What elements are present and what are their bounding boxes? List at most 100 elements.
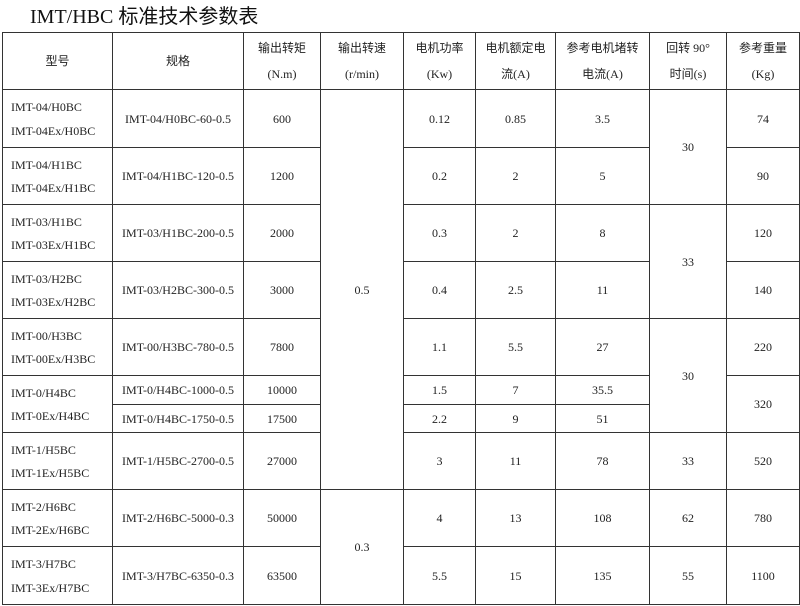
cell-time: 30	[649, 89, 727, 205]
cell-spec: IMT-1/H5BC-2700-0.5	[112, 432, 244, 490]
cell-time: 33	[649, 204, 727, 319]
cell-current: 2	[475, 147, 556, 205]
cell-power: 0.3	[403, 204, 476, 262]
model-name: IMT-2Ex/H6BC	[11, 522, 90, 537]
cell-spec: IMT-04/H0BC-60-0.5	[112, 89, 244, 148]
header-label: 电机额定电	[485, 41, 546, 55]
header-power: 电机功率 (Kw)	[403, 32, 476, 90]
model-name: IMT-04Ex/H0BC	[11, 123, 96, 138]
cell-current: 13	[475, 489, 556, 547]
header-row: 型号 规格 输出转矩 (N.m) 输出转速 (r/min) 电机功率 (Kw) 电机额定电 流(A…	[2, 32, 800, 90]
cell-model: IMT-00/H3BC IMT-00Ex/H3BC	[2, 318, 113, 376]
cell-power: 1.1	[403, 318, 476, 376]
cell-stall: 135	[555, 546, 650, 605]
cell-current: 7	[475, 375, 556, 405]
cell-torque: 27000	[243, 432, 321, 490]
cell-power: 1.5	[403, 375, 476, 405]
cell-model: IMT-2/H6BC IMT-2Ex/H6BC	[2, 489, 113, 547]
table-row: IMT-04/H1BC IMT-04Ex/H1BC IMT-04/H1BC-120-…	[2, 147, 800, 205]
model-name: IMT-1Ex/H5BC	[11, 465, 90, 480]
model-name: IMT-04/H0BC	[11, 99, 82, 114]
header-weight: 参考重量 (Kg)	[726, 32, 800, 90]
cell-stall: 108	[555, 489, 650, 547]
cell-stall: 11	[555, 261, 650, 319]
cell-spec: IMT-03/H1BC-200-0.5	[112, 204, 244, 262]
cell-torque: 63500	[243, 546, 321, 605]
table-row: IMT-3/H7BC IMT-3Ex/H7BC IMT-3/H7BC-6350-0.…	[2, 546, 800, 605]
cell-torque: 1200	[243, 147, 321, 205]
model-name: IMT-03Ex/H1BC	[11, 237, 96, 252]
model-name: IMT-3/H7BC	[11, 556, 76, 571]
cell-stall: 27	[555, 318, 650, 376]
model-name: IMT-0Ex/H4BC	[11, 408, 90, 423]
cell-spec: IMT-2/H6BC-5000-0.3	[112, 489, 244, 547]
cell-current: 5.5	[475, 318, 556, 376]
cell-current: 2.5	[475, 261, 556, 319]
cell-power: 0.4	[403, 261, 476, 319]
cell-current: 11	[475, 432, 556, 490]
header-label: 参考电机堵转	[566, 41, 639, 55]
cell-weight: 220	[726, 318, 800, 376]
header-label: 时间(s)	[669, 67, 707, 81]
cell-current: 9	[475, 404, 556, 433]
cell-stall: 5	[555, 147, 650, 205]
table-row: IMT-1/H5BC IMT-1Ex/H5BC IMT-1/H5BC-2700-0.…	[2, 432, 800, 490]
table-row: IMT-00/H3BC IMT-00Ex/H3BC IMT-00/H3BC-780-…	[2, 318, 800, 433]
header-label: (r/min)	[345, 67, 379, 81]
header-label: 参考重量	[738, 41, 787, 55]
header-torque: 输出转矩 (N.m)	[243, 32, 321, 90]
cell-power: 0.2	[403, 147, 476, 205]
cell-weight: 320	[726, 375, 800, 433]
model-name: IMT-04Ex/H1BC	[11, 180, 96, 195]
cell-time: 62	[649, 489, 727, 547]
table-row: IMT-03/H1BC IMT-03Ex/H1BC IMT-03/H1BC-200-…	[2, 204, 800, 319]
model-name: IMT-0/H4BC	[11, 385, 76, 400]
cell-stall: 78	[555, 432, 650, 490]
model-name: IMT-2/H6BC	[11, 499, 76, 514]
cell-model: IMT-04/H1BC IMT-04Ex/H1BC	[2, 147, 113, 205]
cell-spec: IMT-03/H2BC-300-0.5	[112, 261, 244, 319]
cell-power: 2.2	[403, 404, 476, 433]
cell-stall: 8	[555, 204, 650, 262]
header-label: (N.m)	[267, 67, 297, 81]
cell-model: IMT-0/H4BC IMT-0Ex/H4BC	[2, 375, 113, 433]
cell-spec: IMT-3/H7BC-6350-0.3	[112, 546, 244, 605]
header-label: 电机功率	[415, 41, 464, 55]
model-name: IMT-00/H3BC	[11, 328, 82, 343]
cell-weight: 74	[726, 89, 800, 148]
cell-torque: 2000	[243, 204, 321, 262]
spec-table: 型号 规格 输出转矩 (N.m) 输出转速 (r/min) 电机功率 (Kw) 电机额定电 流(A…	[2, 32, 800, 605]
cell-speed: 0.5	[320, 89, 404, 490]
cell-torque: 7800	[243, 318, 321, 376]
header-label: 规格	[165, 54, 190, 68]
header-time: 回转 90° 时间(s)	[649, 32, 727, 90]
cell-current: 15	[475, 546, 556, 605]
cell-current: 0.85	[475, 89, 556, 148]
header-label: 输出转速	[337, 41, 386, 55]
cell-power: 5.5	[403, 546, 476, 605]
cell-torque: 600	[243, 89, 321, 148]
cell-time: 30	[649, 318, 727, 433]
cell-power: 4	[403, 489, 476, 547]
cell-stall: 3.5	[555, 89, 650, 148]
cell-stall: 35.5	[555, 375, 650, 405]
cell-current: 2	[475, 204, 556, 262]
cell-time: 55	[649, 546, 727, 605]
table-row: IMT-2/H6BC IMT-2Ex/H6BC IMT-2/H6BC-5000-0.…	[2, 489, 800, 605]
cell-weight: 520	[726, 432, 800, 490]
cell-spec: IMT-0/H4BC-1000-0.5	[112, 375, 244, 405]
header-spec: 规格	[112, 32, 244, 90]
cell-weight: 120	[726, 204, 800, 262]
header-stall: 参考电机堵转 电流(A)	[555, 32, 650, 90]
table-row: IMT-0/H4BC IMT-0Ex/H4BC IMT-0/H4BC-1000-0.…	[2, 375, 800, 433]
header-model: 型号	[2, 32, 113, 90]
cell-spec: IMT-04/H1BC-120-0.5	[112, 147, 244, 205]
model-name: IMT-3Ex/H7BC	[11, 580, 90, 595]
cell-weight: 1100	[726, 546, 800, 605]
cell-model: IMT-03/H2BC IMT-03Ex/H2BC	[2, 261, 113, 319]
model-name: IMT-03Ex/H2BC	[11, 294, 96, 309]
model-name: IMT-04/H1BC	[11, 157, 82, 172]
header-speed: 输出转速 (r/min)	[320, 32, 404, 90]
cell-time: 33	[649, 432, 727, 490]
cell-weight: 780	[726, 489, 800, 547]
